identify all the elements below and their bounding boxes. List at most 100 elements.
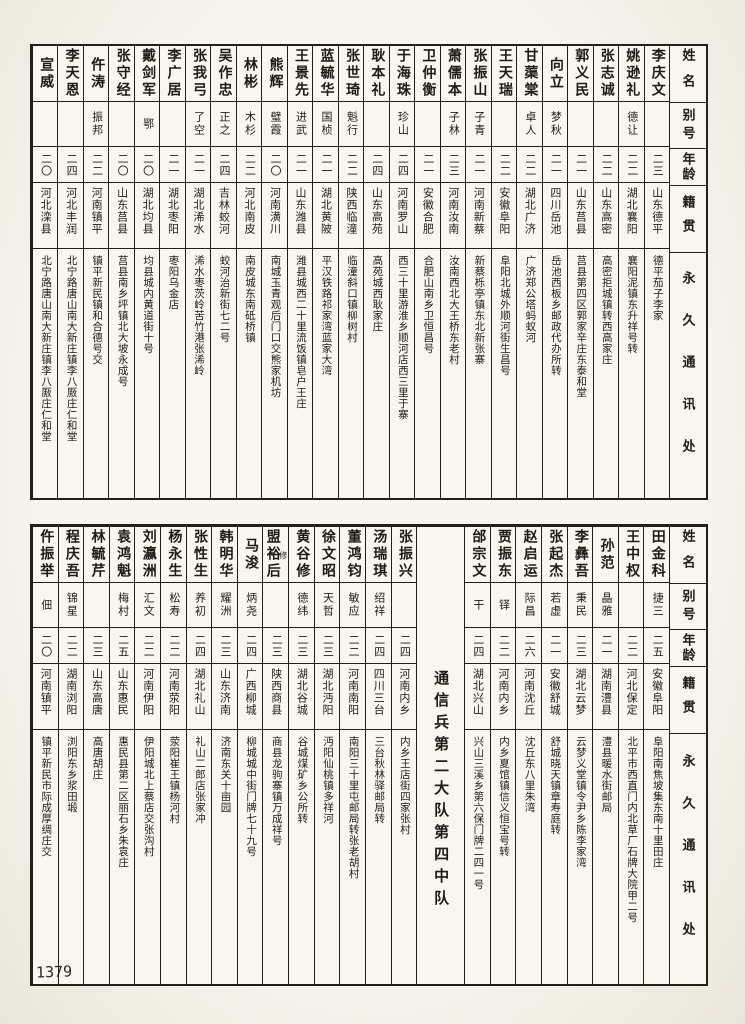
- alias-cell: 国桢: [313, 102, 338, 147]
- person-native-place: 河南潢川: [268, 187, 281, 235]
- native-place-cell: 山东高唐: [84, 664, 109, 730]
- age-cell: 二四: [58, 147, 83, 183]
- person-age: 二四: [218, 152, 231, 177]
- person-age: 二一: [167, 152, 180, 177]
- name-cell: 马浚: [237, 527, 263, 583]
- person-address: 高唐胡庄: [91, 736, 103, 780]
- address-cell: 北宁路唐山南大新庄镇李八厫庄仁和堂: [33, 249, 57, 498]
- person-name: 邰宗文: [470, 529, 486, 580]
- person-alias: 绍祥: [372, 592, 385, 618]
- address-cell: 浠水枣茨岭苦竹港张浠岭: [186, 249, 210, 498]
- header-cell-native: 籍贯: [670, 186, 706, 253]
- name-cell: 李彝吾: [567, 527, 593, 583]
- age-cell: 二二: [161, 628, 186, 664]
- age-cell: 二一: [541, 628, 567, 664]
- person-age: 二四: [244, 633, 257, 658]
- alias-cell: 德让: [619, 102, 644, 147]
- person-column: 张振山 子青 二一 河南新蔡 新蔡栎亭镇东北新张寨: [465, 46, 491, 498]
- unit-designation-cell: 通信兵第二大队第四中队: [416, 527, 464, 984]
- person-name: 姚逊礼: [624, 48, 640, 99]
- person-address: 惠民县第二区丽石乡朱袁庄: [117, 736, 129, 868]
- person-column: 张起杰 若虚 二一 安徽舒城 舒城晓天镇章寿庭转: [540, 527, 567, 984]
- alias-cell: 子林: [440, 102, 466, 147]
- page-number: 1379: [35, 962, 73, 982]
- person-column: 萧儒本 子林 二三 河南汝南 汝南西北大王桥东老村: [439, 46, 466, 498]
- native-place-cell: 河南伊阳: [135, 664, 161, 730]
- age-cell: 二一: [542, 147, 568, 183]
- alias-cell: 锦星: [58, 583, 84, 628]
- person-address: 蛟河治新街七二号: [218, 255, 230, 343]
- age-cell: 二二: [236, 147, 262, 183]
- person-native-place: 安徽阜阳: [497, 187, 510, 235]
- person-column: 王天瑞 二二 安徽阜阳 阜阳北城外顺河街生昌号: [490, 46, 517, 498]
- person-age: 二〇: [116, 152, 129, 177]
- person-column: 姚逊礼 德让 二二 湖北襄阳 襄阳泥镇东升祥号转: [618, 46, 644, 498]
- native-place-cell: 河北滦县: [32, 183, 58, 249]
- person-column: 张世琦 魁行 二二 陕西临潼 临潼斜口镇柳树村: [337, 46, 364, 498]
- person-column: 王景先 进武 二一 山东潍县 潍县城西二十里流饭镇皂户王庄: [286, 46, 313, 498]
- person-age: 二三: [91, 633, 103, 658]
- age-cell: 二四: [186, 628, 212, 664]
- person-alias: 了空: [192, 111, 205, 137]
- person-alias: 铎: [497, 598, 510, 612]
- person-native-place: 河南伊阳: [141, 668, 154, 716]
- person-name: 卫仲衡: [420, 48, 436, 99]
- person-alias: 振邦: [90, 111, 103, 137]
- person-address: 南城玉青观后门口交熊家机坊: [269, 255, 281, 398]
- native-place-cell: 四川岳池: [542, 183, 568, 249]
- person-address: 伊阳城北上蔡店交张沟村: [142, 736, 154, 857]
- name-cell: 孙范: [593, 527, 618, 583]
- person-native-place: 湖北谷城: [295, 668, 308, 716]
- alias-cell: 正之: [211, 102, 236, 147]
- person-column: 韩明华 耀洲 二三 山东济南 济南东关十亩园: [211, 527, 237, 984]
- address-cell: 礼山二郎店张家冲: [187, 730, 212, 984]
- person-native-place: 山东莒县: [574, 187, 587, 235]
- alias-cell: [109, 102, 134, 147]
- person-name: 董鸿钧: [345, 529, 361, 580]
- address-cell: 均县城内黄道街十号: [135, 249, 159, 498]
- age-cell: 二二: [83, 147, 109, 183]
- name-cell: 李广居: [160, 46, 185, 102]
- person-address: 莒县南乡坪镇北大坡永成号: [116, 255, 128, 387]
- header-label-alias: 别号: [680, 107, 696, 144]
- person-age: 二三: [295, 633, 308, 658]
- person-alias: 木杉: [243, 111, 256, 137]
- person-column: 宣威 二〇 河北滦县 北宁路唐山南大新庄镇李八厫庄仁和堂: [31, 46, 58, 498]
- address-cell: 三台秋林驿邮局转: [366, 730, 391, 984]
- person-native-place: 河南镇平: [39, 668, 52, 716]
- person-address: 舒城晓天镇章寿庭转: [549, 736, 561, 835]
- header-cell-alias: 别号: [670, 103, 706, 149]
- person-column: 吴作忠 正之 二四 吉林蛟河 蛟河治新街七二号: [210, 46, 236, 498]
- alias-cell: 珍山: [389, 102, 415, 147]
- person-age: 二〇: [268, 152, 281, 177]
- person-name: 李庆文: [649, 48, 665, 99]
- person-alias: 干: [471, 598, 484, 612]
- header-label-age: 年龄: [680, 152, 696, 182]
- address-cell: 浏阳东乡浆田塅: [59, 730, 84, 984]
- header-cell-address: 永久通讯处: [670, 253, 706, 498]
- alias-cell: 子青: [466, 102, 491, 147]
- age-cell: 二一: [313, 147, 338, 183]
- person-address: 沔阳仙桃镇多祥河: [321, 736, 333, 824]
- person-column: 蓝毓华 国桢 二一 湖北黄陂 平汉铁路祁家湾蓝家大湾: [312, 46, 338, 498]
- address-cell: 莒县南乡坪镇北大坡永成号: [109, 249, 133, 498]
- age-cell: 二二: [338, 147, 364, 183]
- alias-cell: 绍祥: [365, 583, 391, 628]
- alias-cell: 了空: [185, 102, 211, 147]
- person-alias: 汇文: [142, 592, 155, 618]
- person-column: 贾振东 铎 二二 河南内乡 内乡夏馆镇信义恒宝号转: [489, 527, 516, 984]
- native-place-cell: 河南新蔡: [466, 183, 491, 249]
- alias-cell: 耀洲: [212, 583, 237, 628]
- person-age: 二二: [625, 152, 638, 177]
- age-cell: 二〇: [32, 147, 58, 183]
- person-name: 韩明华: [217, 529, 233, 580]
- person-native-place: 湖北枣阳: [166, 187, 179, 235]
- name-cell: 张我弓: [185, 46, 211, 102]
- person-column: 徐文昭 天哲 二三 湖北沔阳 沔阳仙桃镇多祥河: [313, 527, 340, 984]
- person-native-place: 山东德平: [650, 187, 663, 235]
- person-name: 李广居: [165, 48, 181, 99]
- person-native-place: 湖北襄阳: [625, 187, 638, 235]
- name-cell: 张志诚: [593, 46, 619, 102]
- age-cell: 二二: [340, 628, 365, 664]
- age-cell: 二三: [440, 147, 466, 183]
